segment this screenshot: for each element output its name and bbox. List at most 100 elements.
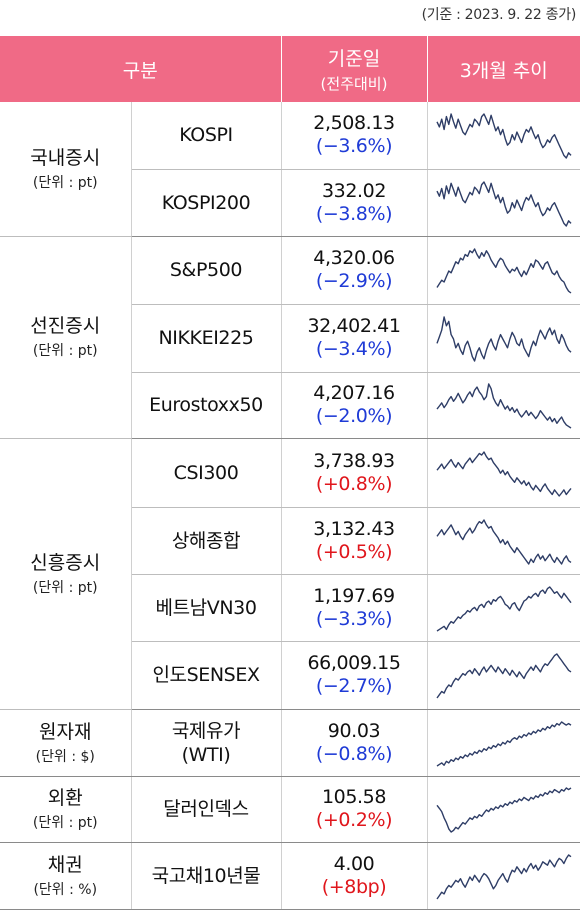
- weekly-change: (−3.4%): [315, 338, 393, 360]
- trend-sparkline: [436, 180, 572, 227]
- value-cell: 2,508.13 (−3.6%): [281, 102, 428, 170]
- category-cell: 국내증시 (단위 : pt): [0, 102, 132, 237]
- category-name: 국내증시: [30, 146, 101, 169]
- trend-cell: [427, 842, 580, 910]
- header-category: 구분: [0, 36, 282, 102]
- index-name: NIKKEI225: [158, 327, 254, 349]
- index-name-cell: 인도SENSEX: [131, 641, 282, 710]
- trend-line: [436, 248, 572, 294]
- value-cell: 32,402.41 (−3.4%): [281, 304, 428, 373]
- value-cell: 4,207.16 (−2.0%): [281, 372, 428, 439]
- index-value: 2,508.13: [313, 112, 395, 135]
- reference-date-note: (기준 : 2023. 9. 22 종가): [421, 7, 577, 23]
- trend-cell: [427, 507, 580, 575]
- index-name: CSI300: [173, 461, 239, 484]
- trend-line: [436, 720, 572, 767]
- table-row: NIKKEI225 32,402.41 (−3.4%): [0, 304, 580, 373]
- weekly-change: (−3.3%): [315, 607, 393, 630]
- trend-line: [436, 518, 572, 565]
- weekly-change: (+0.8%): [315, 472, 393, 495]
- trend-line: [436, 316, 572, 362]
- trend-cell: [427, 372, 580, 439]
- trend-sparkline: [436, 383, 572, 429]
- weekly-change: (−3.6%): [315, 135, 393, 158]
- category-name: 신흥증시: [30, 551, 101, 574]
- category-unit: (단위 : pt): [32, 174, 98, 191]
- value-cell: 3,132.43 (+0.5%): [281, 507, 428, 575]
- index-name-cell: KOSPI200: [131, 169, 282, 237]
- trend-line: [436, 787, 572, 833]
- header-basis-sub: (전주대비): [320, 75, 388, 93]
- category-cell: 채권 (단위 : %): [0, 842, 132, 910]
- category-unit: (단위 : $): [35, 748, 95, 765]
- trend-cell: [427, 641, 580, 710]
- weekly-change: (+8bp): [321, 875, 387, 898]
- category-name: 채권: [47, 853, 83, 876]
- trend-line: [436, 653, 572, 699]
- index-name-cell: KOSPI: [131, 102, 282, 170]
- table-row: 베트남VN30 1,197.69 (−3.3%): [0, 574, 580, 642]
- trend-sparkline: [436, 787, 572, 833]
- table-row: KOSPI200 332.02 (−3.8%): [0, 169, 580, 237]
- trend-sparkline: [436, 585, 572, 632]
- weekly-change: (+0.5%): [315, 540, 393, 563]
- category-unit: (단위 : %): [33, 881, 98, 898]
- index-name: Eurostoxx50: [149, 394, 263, 416]
- value-cell: 332.02 (−3.8%): [281, 169, 428, 237]
- index-value: 3,738.93: [313, 449, 395, 472]
- trend-sparkline: [436, 653, 572, 699]
- index-name-cell: 국고채10년물: [131, 842, 282, 910]
- trend-line: [436, 113, 572, 159]
- index-value: 66,009.15: [307, 652, 401, 674]
- header-basis: 기준일 (전주대비): [281, 36, 428, 102]
- index-value: 90.03: [327, 719, 381, 742]
- category-cell: 원자재 (단위 : $): [0, 709, 132, 777]
- market-summary-table: 구분 기준일 (전주대비) 3개월 추이 국내증시 (단위 : pt) KOSPI 2…: [0, 36, 580, 910]
- trend-sparkline: [436, 248, 572, 294]
- table-row: Eurostoxx50 4,207.16 (−2.0%): [0, 372, 580, 439]
- category-cell: 외환 (단위 : pt): [0, 776, 132, 843]
- value-cell: 4.00 (+8bp): [281, 842, 428, 910]
- index-name: 달러인덱스: [163, 798, 249, 820]
- table-row: 선진증시 (단위 : pt) S&P500 4,320.06 (−2.9%): [0, 236, 580, 439]
- trend-line: [436, 450, 572, 497]
- trend-line: [436, 585, 572, 632]
- table-row: 채권 (단위 : %) 국고채10년물 4.00 (+8bp): [0, 842, 580, 910]
- category-cell: 선진증시 (단위 : pt): [0, 236, 132, 439]
- category-unit: (단위 : pt): [32, 343, 98, 359]
- index-name: S&P500: [169, 259, 243, 281]
- index-value: 32,402.41: [307, 315, 401, 337]
- trend-sparkline: [436, 853, 572, 899]
- index-name: 베트남VN30: [155, 596, 257, 619]
- trend-cell: [427, 102, 580, 170]
- index-value: 105.58: [321, 786, 387, 808]
- index-name: 국제유가 (WTI): [171, 719, 241, 766]
- category-name: 선진증시: [30, 315, 101, 337]
- index-name: 인도SENSEX: [152, 664, 260, 686]
- table-row: 인도SENSEX 66,009.15 (−2.7%): [0, 641, 580, 710]
- index-name-cell: S&P500: [131, 236, 282, 305]
- trend-cell: [427, 236, 580, 305]
- weekly-change: (+0.2%): [315, 809, 393, 831]
- index-value: 3,132.43: [313, 517, 395, 540]
- index-name-cell: NIKKEI225: [131, 304, 282, 373]
- table-row: 원자재 (단위 : $) 국제유가 (WTI) 90.03 (−0.8%): [0, 709, 580, 777]
- index-name-cell: 상해종합: [131, 507, 282, 575]
- index-name-cell: 달러인덱스: [131, 776, 282, 843]
- header-trend: 3개월 추이: [427, 36, 580, 102]
- trend-sparkline: [436, 518, 572, 565]
- table-row: 상해종합 3,132.43 (+0.5%): [0, 507, 580, 575]
- category-name: 원자재: [39, 720, 92, 743]
- index-name-cell: CSI300: [131, 438, 282, 508]
- trend-line: [436, 853, 572, 899]
- index-name: 상해종합: [171, 529, 241, 552]
- index-value: 332.02: [321, 179, 387, 202]
- trend-cell: [427, 304, 580, 373]
- value-cell: 4,320.06 (−2.9%): [281, 236, 428, 305]
- trend-sparkline: [436, 113, 572, 159]
- index-value: 4,207.16: [313, 382, 395, 404]
- index-name: 국고채10년물: [151, 864, 261, 887]
- trend-sparkline: [436, 316, 572, 362]
- trend-cell: [427, 776, 580, 843]
- weekly-change: (−2.7%): [315, 675, 393, 697]
